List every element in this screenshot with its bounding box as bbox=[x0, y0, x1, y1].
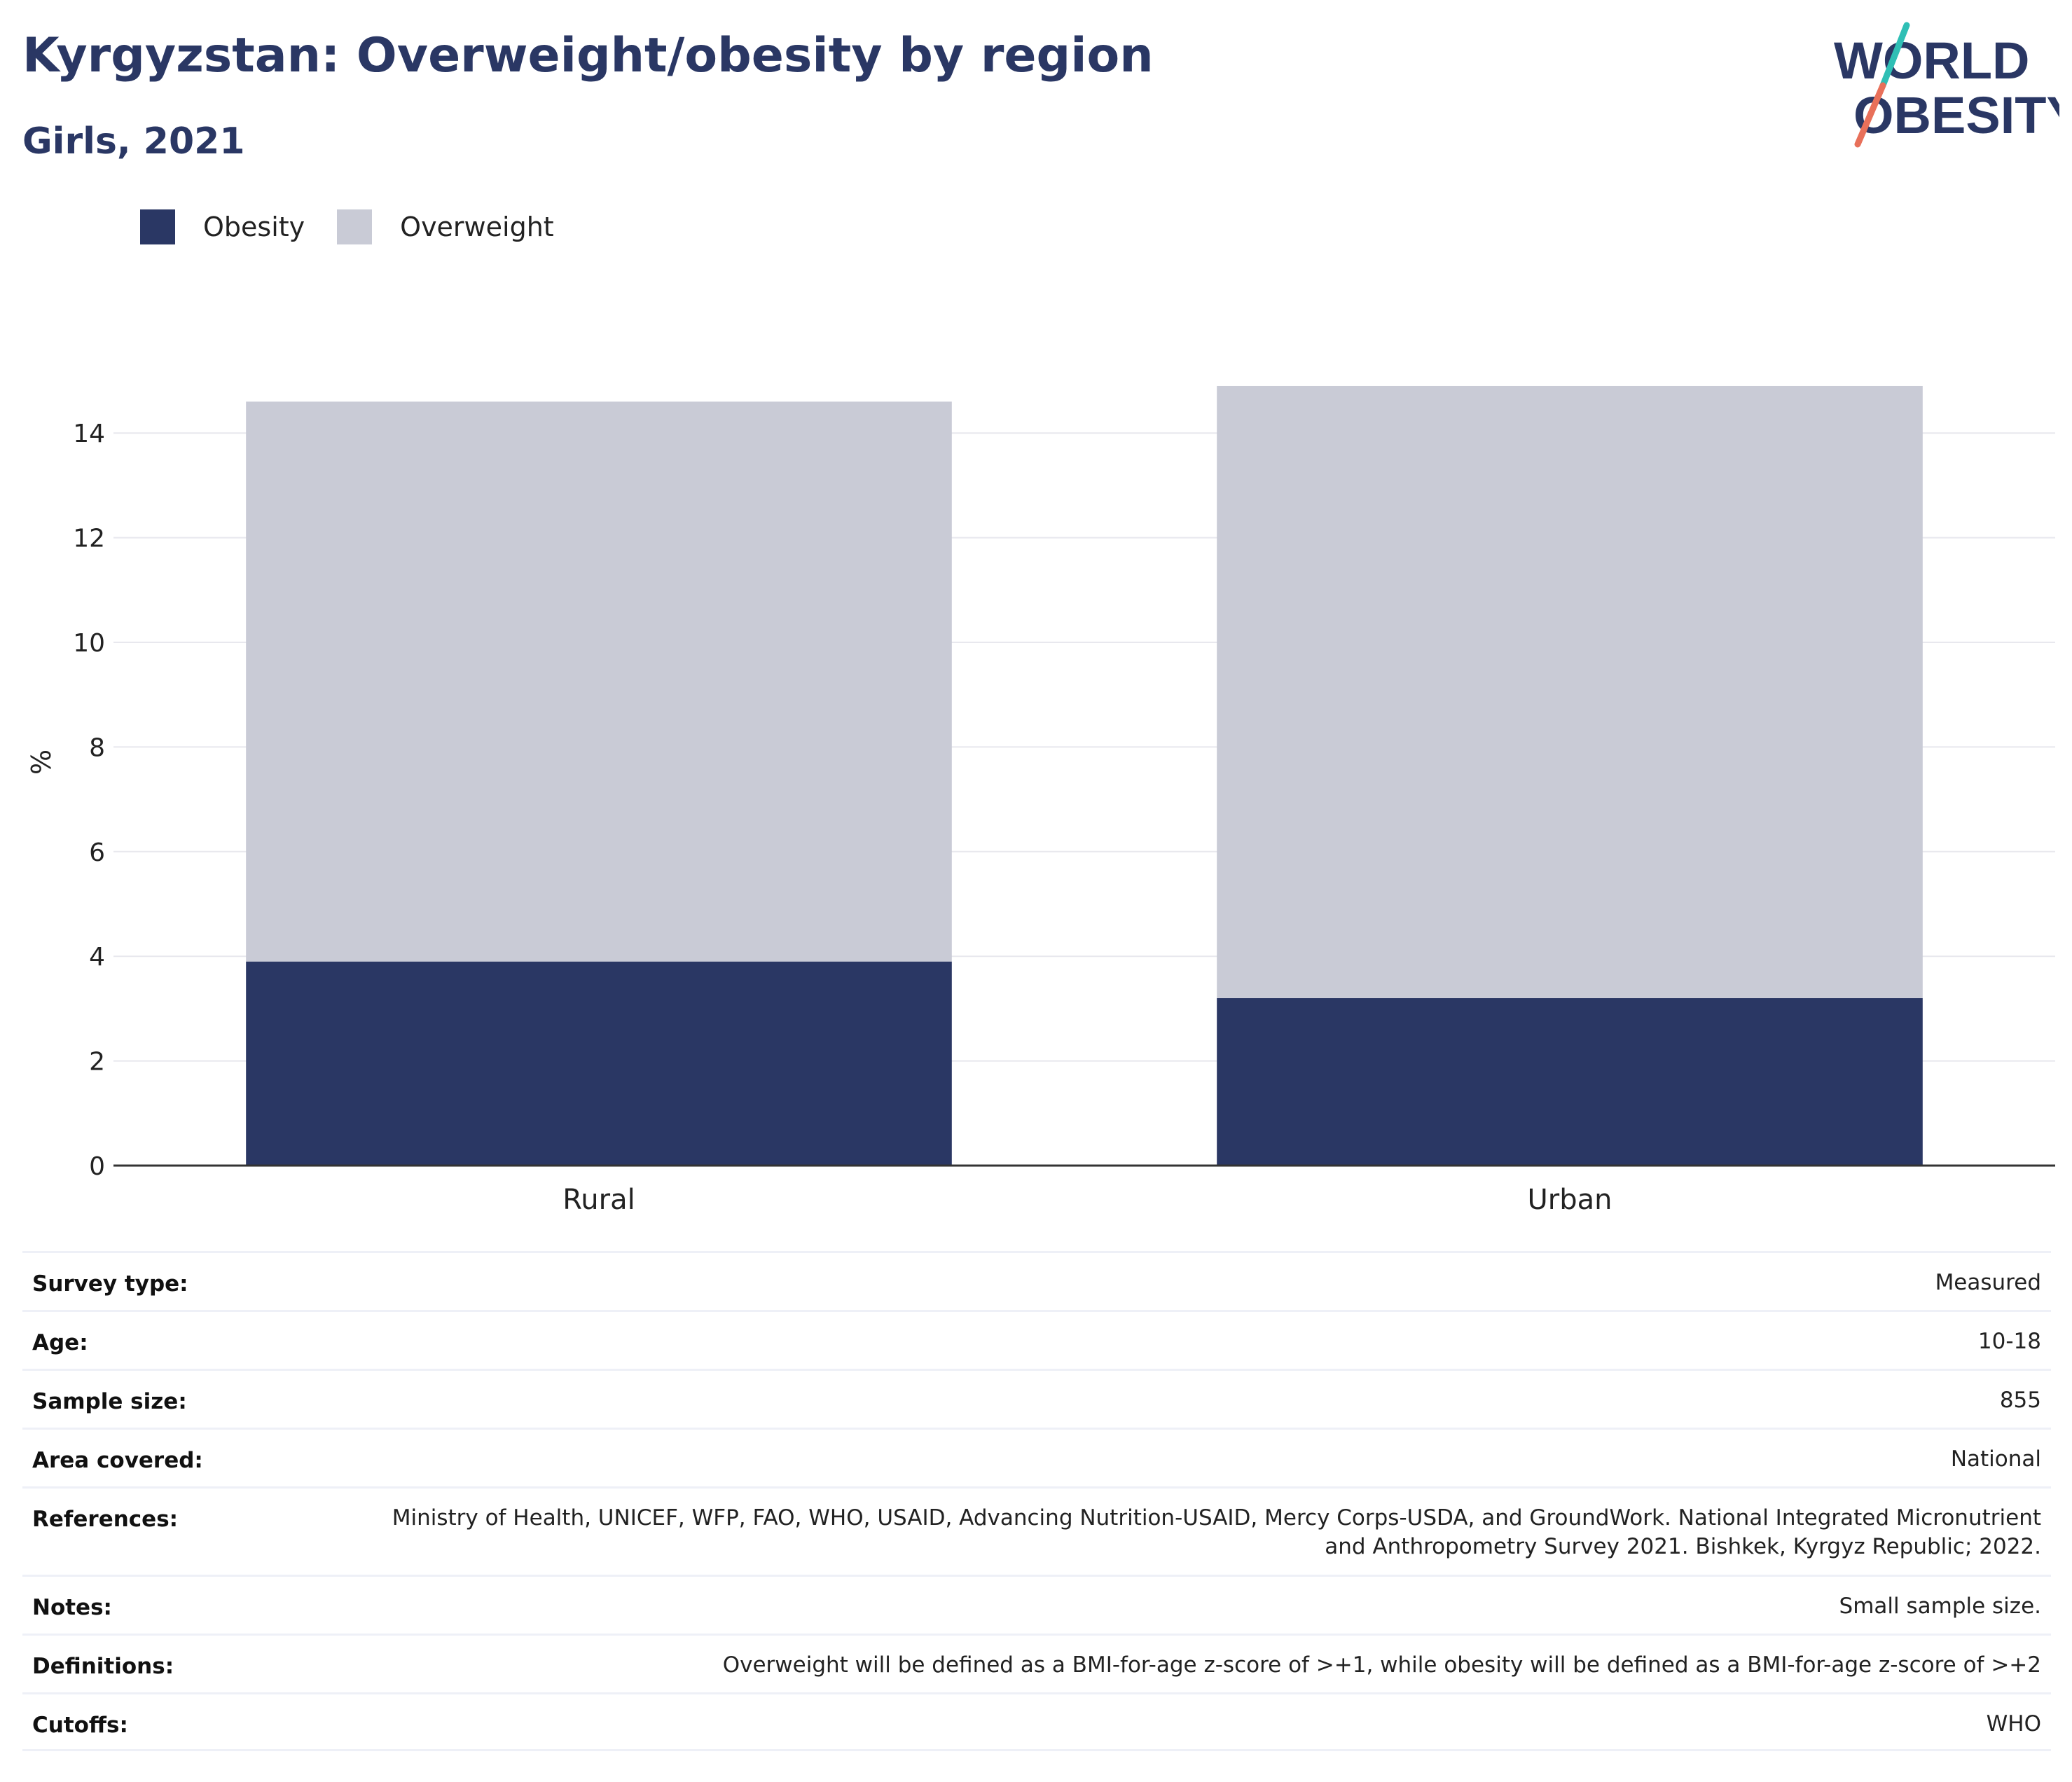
legend: Obesity Overweight bbox=[140, 209, 586, 245]
info-row: References: Ministry of Health, UNICEF, W… bbox=[22, 1486, 2051, 1575]
y-axis-label: % bbox=[26, 750, 57, 775]
info-row: Survey type: Measured bbox=[22, 1251, 2051, 1310]
info-key: Definitions: bbox=[32, 1654, 174, 1679]
legend-swatch-obesity bbox=[140, 209, 175, 244]
bar-obesity-urban[interactable] bbox=[1217, 997, 1923, 1166]
info-value: Overweight will be defined as a BMI-for-… bbox=[722, 1652, 2041, 1678]
info-key: Cutoffs: bbox=[32, 1713, 128, 1738]
legend-label-overweight: Overweight bbox=[400, 212, 554, 242]
info-key: Sample size: bbox=[32, 1389, 187, 1414]
logo-line1: WORLD bbox=[1834, 32, 2030, 90]
survey-info-table: Survey type: Measured Age: 10-18 Sample size… bbox=[22, 1251, 2051, 1751]
bar-overweight-rural[interactable] bbox=[246, 401, 952, 962]
y-tick-label: 0 bbox=[89, 1152, 105, 1181]
x-tick-label: Rural bbox=[562, 1184, 635, 1216]
logo-slash-teal bbox=[1879, 22, 1910, 89]
bar-obesity-rural[interactable] bbox=[246, 961, 952, 1166]
info-row: Area covered: National bbox=[22, 1428, 2051, 1486]
info-key: Survey type: bbox=[32, 1271, 188, 1297]
y-tick-label: 14 bbox=[73, 420, 105, 448]
legend-label-obesity: Obesity bbox=[203, 212, 305, 242]
info-value: WHO bbox=[1986, 1711, 2041, 1736]
info-value: Ministry of Health, UNICEF, WFP, FAO, WH… bbox=[392, 1505, 2041, 1559]
x-tick-label: Urban bbox=[1528, 1184, 1612, 1216]
y-tick-label: 8 bbox=[89, 733, 105, 762]
y-axis-ticks: 0 2 4 6 8 10 12 14 bbox=[73, 420, 105, 1181]
bars bbox=[246, 385, 1923, 1166]
bar-overweight-urban[interactable] bbox=[1217, 385, 1923, 998]
info-value: Small sample size. bbox=[1839, 1594, 2041, 1619]
y-tick-label: 12 bbox=[73, 525, 105, 553]
x-axis-ticks: Rural Urban bbox=[562, 1184, 1612, 1216]
info-value: National bbox=[1950, 1446, 2041, 1472]
info-row: Notes: Small sample size. bbox=[22, 1575, 2051, 1634]
y-tick-label: 6 bbox=[89, 838, 105, 867]
info-row: Definitions: Overweight will be defined a… bbox=[22, 1634, 2051, 1692]
chart-subtitle: Girls, 2021 bbox=[22, 120, 245, 163]
y-tick-label: 2 bbox=[89, 1048, 105, 1077]
info-row: Age: 10-18 bbox=[22, 1310, 2051, 1369]
info-row: Sample size: 855 bbox=[22, 1369, 2051, 1428]
y-tick-label: 10 bbox=[73, 629, 105, 658]
logo-slash-coral bbox=[1854, 82, 1886, 148]
info-key: Area covered: bbox=[32, 1448, 203, 1473]
logo-line2: OBESITY bbox=[1853, 86, 2059, 144]
info-value: Measured bbox=[1935, 1270, 2041, 1295]
chart-title: Kyrgyzstan: Overweight/obesity by region bbox=[22, 28, 1154, 83]
legend-swatch-overweight bbox=[337, 209, 373, 244]
world-obesity-logo: WORLD OBESITY bbox=[1834, 22, 2059, 148]
stacked-bar-chart: 0 2 4 6 8 10 12 14 Rural Urban % bbox=[26, 385, 2055, 1216]
info-value: 10-18 bbox=[1977, 1329, 2041, 1354]
info-key: Age: bbox=[32, 1330, 88, 1355]
info-key: References: bbox=[32, 1507, 179, 1532]
legend-item-overweight[interactable]: Overweight bbox=[337, 209, 554, 244]
y-tick-label: 4 bbox=[89, 943, 105, 972]
legend-item-obesity[interactable]: Obesity bbox=[140, 209, 305, 244]
info-key: Notes: bbox=[32, 1595, 112, 1620]
info-value: 855 bbox=[1999, 1388, 2041, 1413]
info-row: Cutoffs: WHO bbox=[22, 1692, 2051, 1751]
